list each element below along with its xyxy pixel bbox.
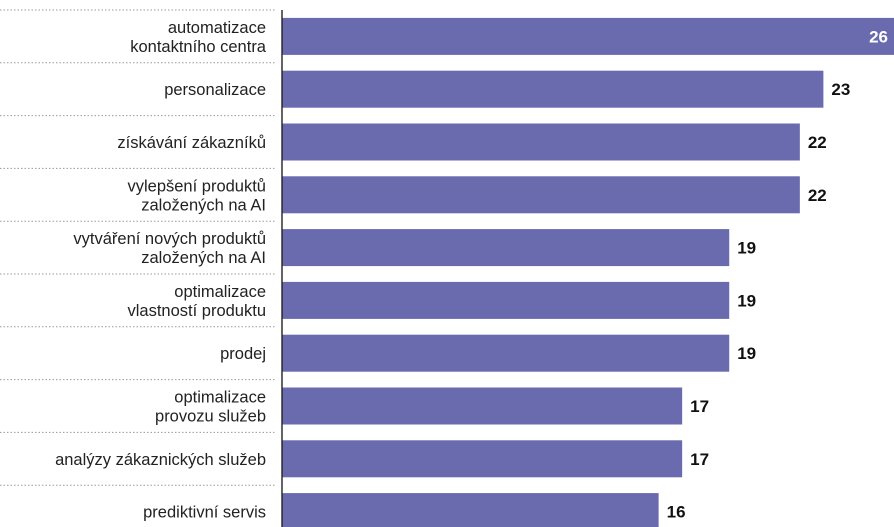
bar [282, 123, 800, 161]
category-label: prediktivní servis [143, 504, 266, 522]
bar [282, 440, 683, 478]
value-label: 16 [667, 503, 686, 522]
bars [282, 17, 894, 527]
bar [282, 176, 800, 214]
bar [282, 493, 659, 527]
value-label: 19 [737, 344, 756, 363]
value-label: 19 [737, 239, 756, 258]
category-label: automatizace kontaktního centra [130, 19, 267, 56]
category-label: optimalizace vlastností produktu [128, 283, 267, 320]
category-label: vylepšení produktů založených na AI [127, 177, 266, 214]
value-labels: 26 23 22 22 19 19 19 17 17 16 [667, 27, 888, 521]
bar [282, 17, 894, 55]
value-label: 19 [737, 291, 756, 310]
bar [282, 229, 730, 267]
value-label: 23 [831, 80, 850, 99]
bar [282, 70, 824, 108]
bar [282, 281, 730, 319]
category-label: získávání zákazníků [117, 134, 266, 152]
value-label: 22 [808, 186, 827, 205]
value-label: 22 [808, 133, 827, 152]
category-label: personalizace [164, 81, 266, 99]
bar [282, 387, 683, 425]
category-label: analýzy zákaznických služeb [55, 451, 266, 469]
row-separators [0, 9, 276, 486]
value-label: 17 [690, 397, 709, 416]
value-label: 26 [869, 27, 888, 46]
value-label: 17 [690, 450, 709, 469]
category-labels: automatizace kontaktního centra personaliz… [55, 19, 267, 522]
bar [282, 334, 730, 372]
category-label: optimalizace provozu služeb [155, 389, 266, 426]
category-label: prodej [220, 345, 266, 363]
category-label: vytváření nových produktů založených na A… [73, 230, 266, 267]
